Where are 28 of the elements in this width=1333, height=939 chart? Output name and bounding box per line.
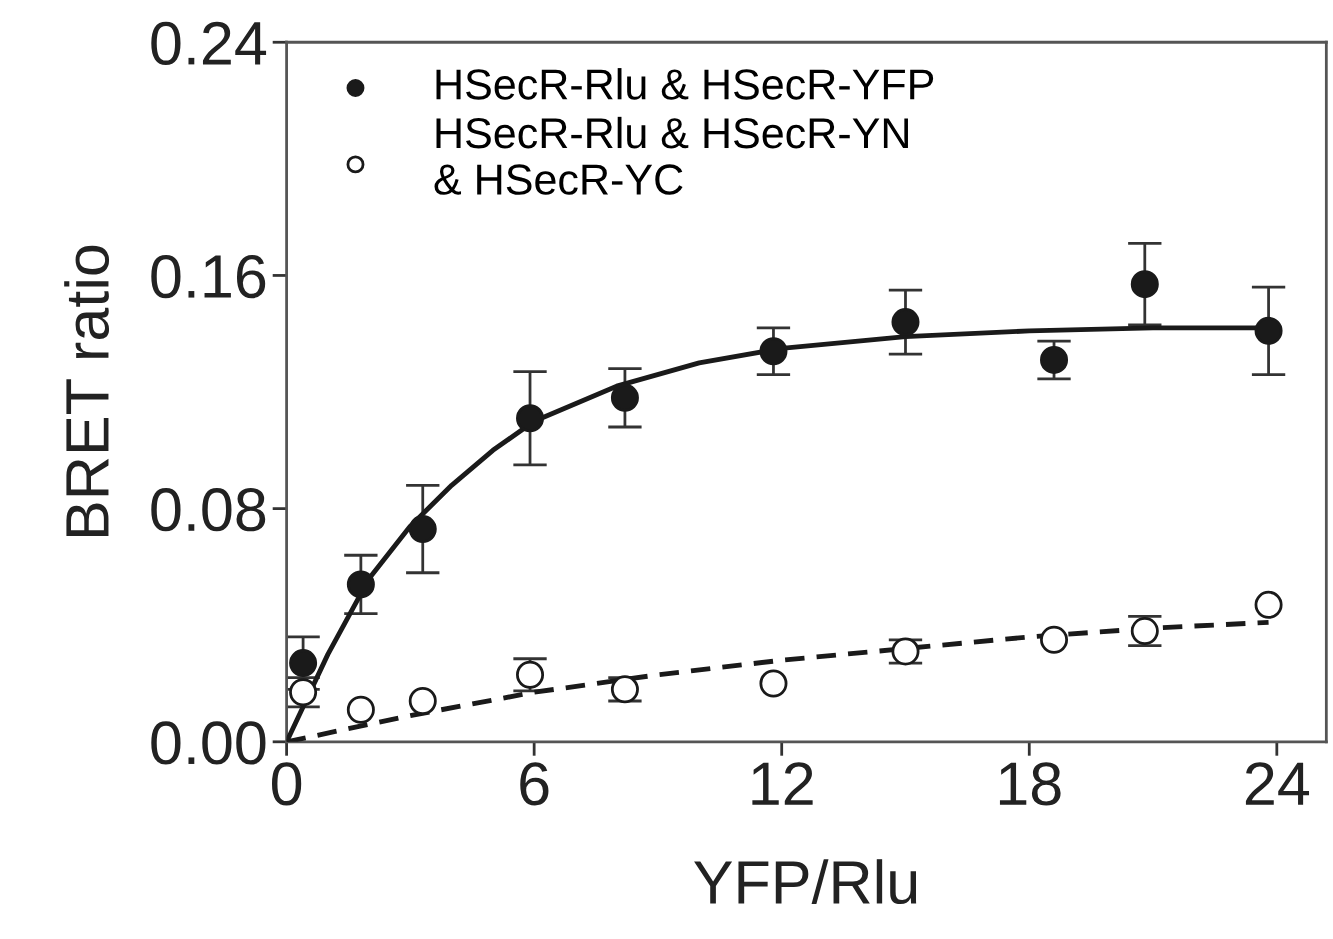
- y-tick-label: 0.24: [151, 21, 267, 65]
- point: [759, 669, 788, 698]
- y-tick-label: 0.08: [151, 488, 266, 532]
- x-tick-label: 24: [1245, 762, 1310, 805]
- legend-label: HSecR-Rlu & HSecR-YN & HSecR-YC: [434, 116, 908, 195]
- y-tick-label: 0.00: [151, 721, 266, 765]
- point: [408, 687, 437, 716]
- legend-label: HSecR-Rlu & HSecR-YFP: [436, 68, 934, 100]
- y-tick-label: 0.16: [151, 254, 266, 299]
- point: [1040, 625, 1069, 654]
- point: [1040, 345, 1069, 374]
- point: [1254, 316, 1283, 345]
- point: [759, 337, 788, 366]
- point: [516, 404, 545, 433]
- x-tick-label: 6: [520, 762, 549, 806]
- point: [408, 515, 437, 544]
- y-axis-title: BRET ratio: [64, 245, 110, 536]
- point: [610, 383, 639, 412]
- point: [891, 308, 920, 337]
- x-axis-title: YFP/Rlu: [694, 859, 917, 905]
- x-tick-label: 18: [999, 762, 1061, 806]
- point: [1254, 590, 1283, 619]
- point: [1130, 270, 1159, 299]
- x-tick-label: 12: [752, 762, 813, 805]
- point: [346, 695, 375, 724]
- point: [346, 570, 375, 599]
- point: [289, 649, 318, 678]
- x-tick-label: 0: [271, 762, 302, 806]
